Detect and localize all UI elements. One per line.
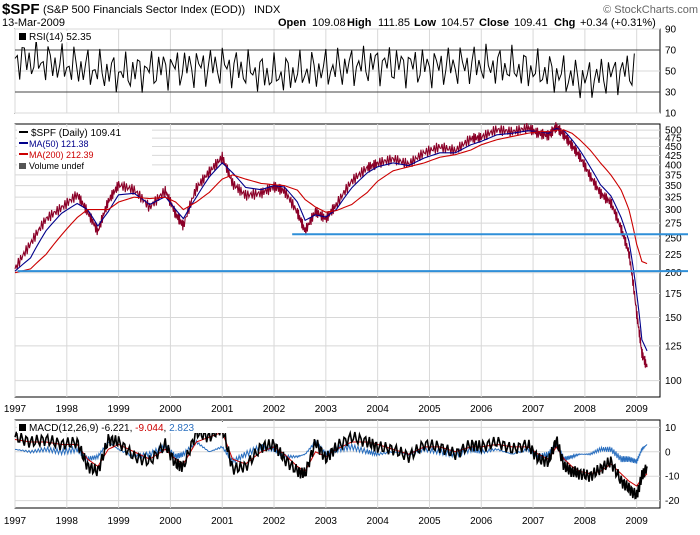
rsi-tick-label: 10 [665, 109, 677, 120]
x-tick-label: 2007 [522, 516, 545, 527]
price-tick-label: 275 [665, 219, 682, 230]
x-tick-label: 1997 [4, 516, 27, 527]
macd-tick-label: 0 [665, 447, 671, 458]
price-tick-label: 425 [665, 151, 682, 162]
macd-tick-label: 10 [665, 423, 677, 434]
ma200-line [14, 129, 648, 274]
chart-symbol: $SPF [2, 1, 40, 18]
macd-tick-label: -20 [665, 496, 680, 507]
price-tick-label: 250 [665, 233, 682, 244]
price-legend: $SPF (Daily) 109.41 MA(50) 121.38 MA(200… [17, 127, 152, 171]
legend-price: $SPF (Daily) 109.41 [31, 128, 121, 139]
x-tick-label: 2000 [159, 516, 182, 527]
legend-swatch-ma50 [19, 142, 28, 144]
x-tick-label: 1999 [107, 404, 130, 415]
rsi-legend: RSI(14) 52.35 [17, 31, 107, 43]
rsi-swatch [19, 33, 26, 40]
x-tick-label: 2005 [418, 516, 441, 527]
price-tick-label: 100 [665, 376, 682, 387]
chg-value: +0.34 (+0.31%) [580, 17, 656, 29]
price-tick-label: 500 [665, 126, 682, 137]
price-tick-label: 400 [665, 160, 682, 171]
close-value: 109.41 [514, 17, 548, 29]
close-label: Close [479, 17, 509, 29]
x-tick-label: 2004 [367, 516, 390, 527]
macd-line [14, 420, 648, 500]
rsi-tick-label: 70 [665, 46, 677, 57]
x-tick-label: 1999 [107, 516, 130, 527]
price-tick-label: 350 [665, 181, 682, 192]
x-tick-label: 2005 [418, 404, 441, 415]
macd-tick-label: -10 [665, 472, 680, 483]
x-tick-label: 2009 [626, 516, 649, 527]
price-tick-label: 325 [665, 193, 682, 204]
x-tick-label: 2001 [211, 404, 234, 415]
x-tick-label: 2007 [522, 404, 545, 415]
x-tick-label: 2006 [470, 516, 493, 527]
rsi-label: RSI(14) 52.35 [29, 32, 92, 43]
macd-label: MACD(12,26,9) -6.221, -9.044, 2.823 [29, 423, 195, 434]
legend-swatch-volume [19, 163, 26, 169]
macd-swatch [19, 424, 26, 431]
rsi-line [14, 39, 635, 99]
x-tick-label: 2008 [574, 404, 597, 415]
macd-label-hist: 2.823 [169, 423, 194, 434]
macd-label-sep: , [164, 423, 170, 434]
ohlc-readout: Open 109.08 High 111.85 Low 104.57 Close… [278, 17, 656, 29]
open-value: 109.08 [312, 17, 346, 29]
rsi-tick-label: 50 [665, 67, 677, 78]
legend-ma50: MA(50) 121.38 [29, 139, 89, 149]
x-tick-label: 2002 [263, 516, 286, 527]
price-tick-label: 225 [665, 250, 682, 261]
x-tick-label: 1998 [56, 404, 79, 415]
legend-volume: Volume undef [29, 161, 85, 171]
low-label: Low [414, 17, 436, 29]
x-tick-label: 1997 [4, 404, 27, 415]
x-tick-label: 2006 [470, 404, 493, 415]
macd-label-signal: -9.044 [135, 423, 164, 434]
chg-label: Chg [554, 17, 575, 29]
open-label: Open [278, 17, 306, 29]
legend-ma200: MA(200) 212.39 [29, 150, 94, 160]
price-tick-label: 450 [665, 142, 682, 153]
price-tick-label: 175 [665, 289, 682, 300]
x-tick-label: 2004 [367, 404, 390, 415]
chart-date: 13-Mar-2009 [2, 17, 65, 29]
price-tick-label: 150 [665, 313, 682, 324]
price-tick-label: 475 [665, 134, 682, 145]
chart-marks: 1997199719981998199919992000200020012001… [4, 25, 688, 527]
price-tick-label: 125 [665, 341, 682, 352]
price-line [14, 122, 648, 369]
ma50-line [14, 127, 648, 352]
x-tick-label: 2002 [263, 404, 286, 415]
x-tick-label: 2001 [211, 516, 234, 527]
low-value: 104.57 [441, 17, 475, 29]
watermark: © StockCharts.com [603, 4, 698, 16]
high-value: 111.85 [378, 17, 410, 29]
chart-index-name: (S&P 500 Financials Sector Index (EOD)) [43, 4, 245, 16]
x-tick-label: 2003 [315, 516, 338, 527]
macd-panel [14, 419, 661, 509]
price-tick-label: 200 [665, 268, 682, 279]
x-tick-label: 2008 [574, 516, 597, 527]
histogram-line [14, 439, 648, 465]
high-label: High [347, 17, 372, 29]
price-tick-label: 300 [665, 205, 682, 216]
rsi-tick-label: 90 [665, 25, 677, 36]
chart-exchange: INDX [254, 4, 281, 16]
x-tick-label: 2000 [159, 404, 182, 415]
legend-swatch-ma200 [19, 153, 28, 155]
legend-swatch-price [19, 131, 28, 133]
x-tick-label: 2009 [626, 404, 649, 415]
macd-label-macd: MACD(12,26,9) -6.221, [29, 423, 135, 434]
macd-legend: MACD(12,26,9) -6.221, -9.044, 2.823 [17, 422, 227, 434]
x-tick-label: 1998 [56, 516, 79, 527]
price-tick-label: 375 [665, 170, 682, 181]
rsi-tick-label: 30 [665, 88, 677, 99]
x-tick-label: 2003 [315, 404, 338, 415]
